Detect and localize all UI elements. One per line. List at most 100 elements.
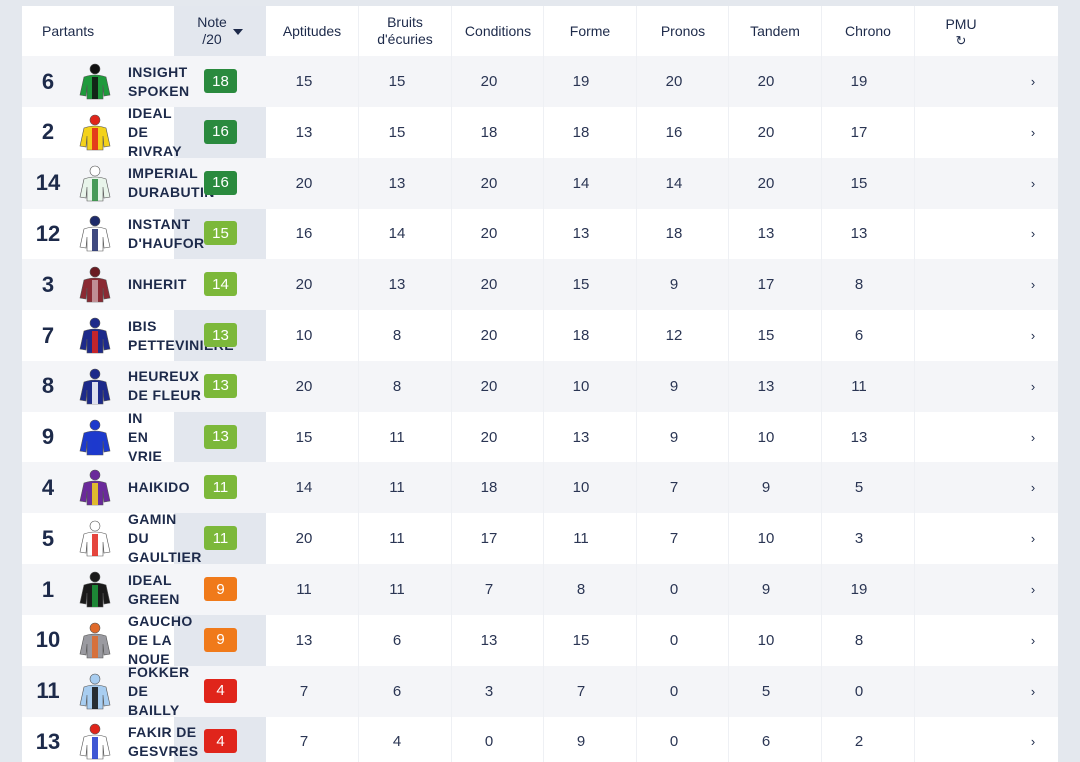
jockey-silk-icon [76, 622, 114, 660]
horse-name[interactable]: GAUCHO DE LA NOUE [128, 612, 193, 667]
conditions-value: 20 [480, 174, 498, 192]
bruits-value: 11 [389, 479, 405, 497]
tandem-value: 9 [761, 479, 771, 497]
column-divider [821, 6, 822, 762]
tandem-value: 6 [761, 733, 771, 751]
horse-name[interactable]: FOKKER DE BAILLY [128, 663, 190, 718]
table-row[interactable]: 9 IN EN VRIE 13 15 11 20 13 9 10 13 › [22, 409, 1058, 464]
pronos-value: 16 [665, 123, 683, 141]
chevron-right-icon[interactable]: › [1030, 226, 1036, 242]
refresh-icon[interactable]: ↻ [955, 32, 967, 48]
chevron-right-icon[interactable]: › [1030, 74, 1036, 89]
table-row[interactable]: 8 HEUREUX DE FLEUR 13 20 8 20 10 9 13 11 › [22, 360, 1058, 412]
table-row[interactable]: 11 FOKKER DE BAILLY 4 7 6 3 7 0 5 0 › [22, 663, 1058, 718]
note-badge: 14 [204, 272, 237, 297]
jockey-silk-icon [76, 723, 114, 761]
forme-value: 15 [572, 276, 590, 294]
table-row[interactable]: 10 GAUCHO DE LA NOUE 9 13 6 13 15 0 10 8 › [22, 612, 1058, 667]
aptitudes-value: 20 [295, 276, 313, 294]
table-row[interactable]: 5 GAMIN DU GAULTIER 11 20 11 17 11 7 10 3 › [22, 511, 1058, 566]
chevron-right-icon[interactable]: › [1030, 734, 1036, 750]
table-row[interactable]: 14 IMPERIAL DURABUTIN 16 20 13 20 14 14 20 15 › [22, 157, 1058, 209]
header-tandem[interactable]: Tandem [750, 22, 800, 39]
table-row[interactable]: 6 INSIGHT SPOKEN 18 15 15 20 19 20 20 19 › [22, 56, 1058, 107]
table-row[interactable]: 4 HAIKIDO 11 14 11 18 10 7 9 5 › [22, 462, 1058, 514]
horse-name[interactable]: IDEAL DE RIVRAY [128, 104, 183, 159]
note-badge: 11 [204, 475, 237, 500]
chevron-right-icon[interactable]: › [1030, 632, 1036, 648]
chrono-value: 3 [854, 530, 864, 548]
horse-name[interactable]: INHERIT [128, 276, 187, 293]
jockey-silk-icon [76, 571, 114, 609]
aptitudes-value: 7 [299, 733, 309, 751]
chevron-right-icon[interactable]: › [1030, 429, 1036, 445]
horse-name[interactable]: GAMIN DU GAULTIER [128, 511, 202, 566]
horse-name[interactable]: IMPERIAL DURABUTIN [128, 165, 215, 201]
note-badge: 16 [204, 170, 237, 195]
bruits-value: 11 [389, 581, 405, 598]
chevron-right-icon[interactable]: › [1030, 175, 1036, 191]
table-row[interactable]: 12 INSTANT D'HAUFOR 15 16 14 20 13 18 13 13 › [22, 208, 1058, 259]
bruits-value: 11 [389, 530, 405, 548]
horse-name[interactable]: INSIGHT SPOKEN [128, 63, 190, 99]
header-forme[interactable]: Forme [569, 22, 611, 39]
table-row[interactable]: 2 IDEAL DE RIVRAY 16 13 15 18 18 16 20 17 › [22, 104, 1058, 159]
chrono-value: 15 [850, 174, 868, 192]
forme-value: 13 [572, 428, 590, 446]
table-row[interactable]: 7 IBIS PETTEVINIERE 13 10 8 20 18 12 15 6 › [22, 310, 1058, 361]
header-aptitudes[interactable]: Aptitudes [282, 22, 342, 39]
aptitudes-value: 15 [295, 73, 313, 90]
tandem-value: 15 [757, 327, 775, 344]
chevron-right-icon[interactable]: › [1030, 480, 1036, 496]
sort-down-icon[interactable] [232, 29, 243, 35]
table-row[interactable]: 3 INHERIT 14 20 13 20 15 9 17 8 › [22, 259, 1058, 311]
bruits-value: 11 [389, 428, 405, 446]
conditions-value: 20 [480, 276, 498, 294]
chrono-value: 6 [854, 327, 864, 344]
horse-name[interactable]: HEUREUX DE FLEUR [128, 368, 202, 404]
forme-value: 18 [572, 123, 590, 141]
aptitudes-value: 7 [299, 682, 309, 700]
jockey-silk-icon [76, 165, 114, 203]
header-bruits[interactable]: Bruits d'écuries [359, 6, 451, 56]
header-pronos[interactable]: Pronos [660, 22, 706, 39]
chevron-right-icon[interactable]: › [1030, 277, 1036, 293]
jockey-silk-icon [76, 520, 114, 558]
chevron-right-icon[interactable]: › [1030, 328, 1036, 343]
chevron-right-icon[interactable]: › [1030, 531, 1036, 547]
header-note-sort[interactable]: Note /20 [180, 6, 260, 56]
horse-name[interactable]: IDEAL GREEN [128, 571, 180, 607]
header-bruits-line1: Bruits [387, 14, 423, 30]
bruits-value: 8 [392, 377, 402, 395]
header-pmu[interactable]: PMU ↻ [915, 6, 1007, 56]
note-badge: 9 [204, 627, 237, 652]
pronos-value: 18 [665, 225, 683, 243]
chevron-right-icon[interactable]: › [1030, 683, 1036, 699]
table-row[interactable]: 13 FAKIR DE GESVRES 4 7 4 0 9 0 6 2 › [22, 716, 1058, 762]
table-row[interactable]: 1 IDEAL GREEN 9 11 11 7 8 0 9 19 › [22, 564, 1058, 615]
horse-number: 6 [41, 68, 55, 94]
conditions-value: 20 [480, 428, 498, 446]
horse-name[interactable]: IN EN VRIE [128, 409, 163, 464]
chevron-right-icon[interactable]: › [1030, 582, 1036, 597]
tandem-value: 13 [757, 225, 775, 243]
note-badge: 15 [204, 221, 237, 246]
horse-name[interactable]: HAIKIDO [128, 479, 190, 496]
horse-name[interactable]: INSTANT D'HAUFOR [128, 215, 205, 251]
bruits-value: 14 [388, 225, 406, 243]
pronos-value: 20 [665, 73, 683, 90]
horse-name[interactable]: FAKIR DE GESVRES [128, 723, 199, 759]
pronos-value: 0 [669, 733, 679, 751]
horse-number: 9 [41, 424, 55, 450]
note-badge: 13 [204, 373, 237, 398]
pronos-value: 12 [665, 327, 683, 344]
note-badge: 16 [204, 119, 237, 144]
bruits-value: 8 [392, 327, 402, 344]
chevron-right-icon[interactable]: › [1030, 124, 1036, 140]
horse-number: 11 [36, 678, 60, 704]
chevron-right-icon[interactable]: › [1030, 378, 1036, 394]
header-chrono[interactable]: Chrono [845, 22, 891, 39]
jockey-silk-icon [76, 114, 114, 152]
header-conditions[interactable]: Conditions [464, 22, 532, 39]
aptitudes-value: 16 [295, 225, 313, 243]
